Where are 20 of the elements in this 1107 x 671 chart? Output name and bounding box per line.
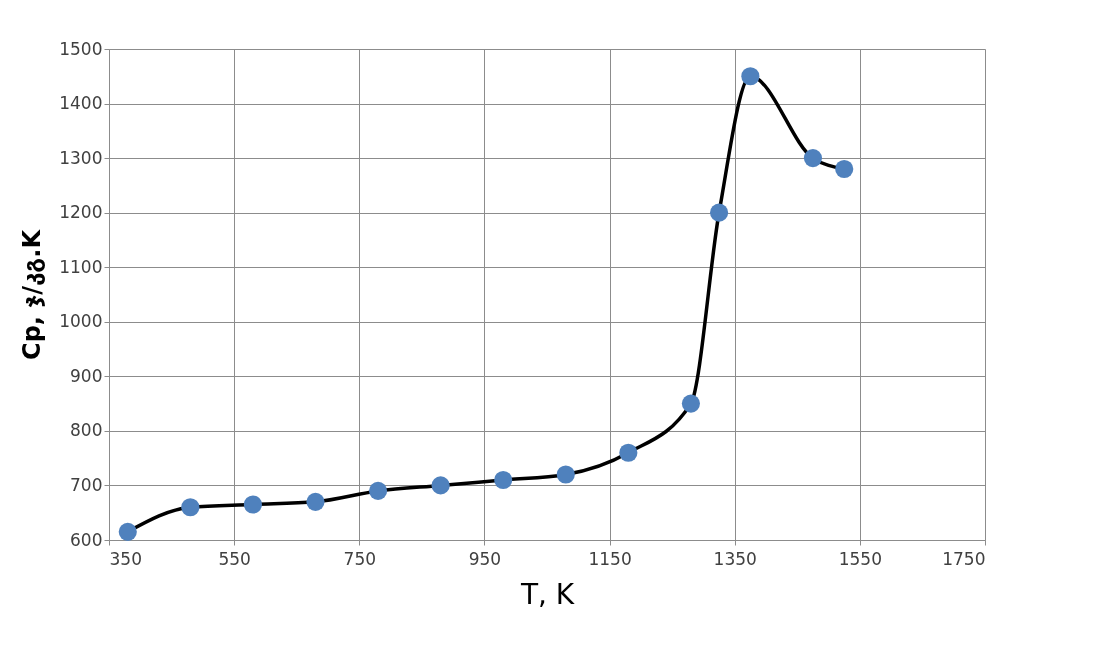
x-tick-label: 750 — [343, 548, 377, 569]
x-tick-label: 550 — [218, 548, 251, 569]
x-axis-title: T, K — [519, 577, 575, 611]
x-tick-label: 1150 — [588, 548, 632, 569]
x-tick-label: 1750 — [942, 548, 986, 569]
x-tick-label: 1550 — [838, 548, 882, 569]
y-tick-label: 800 — [70, 420, 103, 441]
x-tick-label: 950 — [468, 548, 502, 569]
y-tick-label: 1200 — [59, 202, 103, 223]
y-axis-title: Cp, ჯ/კგ.K — [18, 228, 47, 360]
y-tick-label: 900 — [70, 365, 103, 386]
y-tick-label: 700 — [70, 474, 103, 495]
y-tick-label: 1300 — [59, 147, 103, 168]
y-tick-label: 1400 — [59, 93, 103, 114]
y-tick-label: 1000 — [59, 311, 103, 332]
y-tick-label: 600 — [70, 529, 103, 550]
y-tick-label: 1500 — [59, 38, 103, 59]
x-tick-label: 350 — [109, 548, 142, 569]
x-tick-label: 1350 — [713, 548, 757, 569]
y-tick-label: 1100 — [59, 256, 103, 277]
